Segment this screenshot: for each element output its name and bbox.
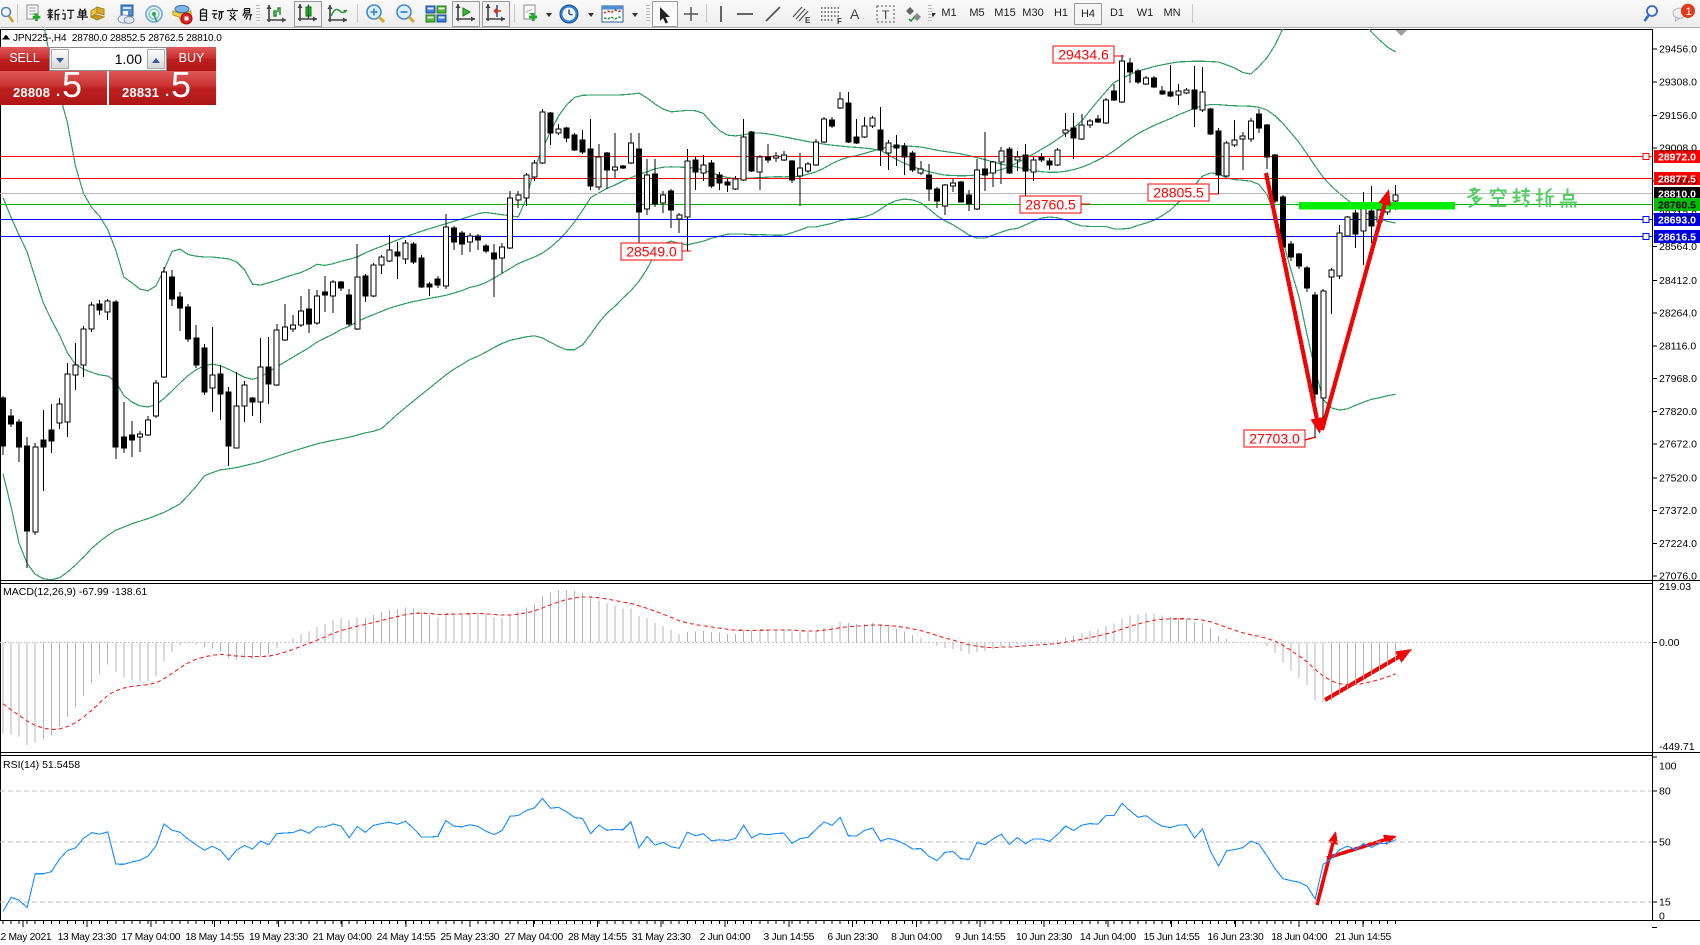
- svg-text:28116.0: 28116.0: [1659, 340, 1696, 352]
- svg-text:0: 0: [1659, 911, 1665, 923]
- svg-text:31 May 23:30: 31 May 23:30: [632, 932, 691, 943]
- svg-text:15 Jun 14:55: 15 Jun 14:55: [1144, 932, 1201, 943]
- svg-text:28616.5: 28616.5: [1658, 232, 1696, 244]
- svg-text:27968.0: 27968.0: [1659, 373, 1697, 385]
- svg-text:28877.5: 28877.5: [1658, 174, 1696, 186]
- svg-text:27520.0: 27520.0: [1659, 472, 1697, 484]
- svg-text:28712.0: 28712.0: [1659, 208, 1697, 220]
- svg-text:1: 1: [1686, 6, 1692, 18]
- svg-text:T: T: [882, 8, 890, 22]
- svg-text:28412.0: 28412.0: [1659, 275, 1697, 287]
- svg-text:80: 80: [1659, 786, 1671, 798]
- svg-text:28760.5: 28760.5: [1658, 200, 1696, 212]
- svg-text:3 Jun 14:55: 3 Jun 14:55: [764, 932, 815, 943]
- svg-text:15: 15: [1659, 897, 1671, 909]
- svg-text:RSI(14) 51.5458: RSI(14) 51.5458: [3, 759, 80, 771]
- svg-text:28972.0: 28972.0: [1658, 152, 1696, 164]
- svg-text:F: F: [837, 17, 842, 25]
- svg-text:29434.6: 29434.6: [1058, 47, 1109, 63]
- svg-text:29156.0: 29156.0: [1659, 110, 1697, 122]
- svg-text:18 May 14:55: 18 May 14:55: [185, 932, 244, 943]
- svg-text:27 May 04:00: 27 May 04:00: [504, 932, 563, 943]
- svg-text:100: 100: [1659, 761, 1677, 773]
- svg-text:2 Jun 04:00: 2 Jun 04:00: [700, 932, 751, 943]
- svg-text:28693.0: 28693.0: [1658, 215, 1696, 227]
- svg-text:13 May 23:30: 13 May 23:30: [58, 932, 117, 943]
- svg-text:12 May 2021: 12 May 2021: [0, 932, 52, 943]
- svg-text:28760.5: 28760.5: [1025, 197, 1076, 213]
- svg-text:10 Jun 23:30: 10 Jun 23:30: [1016, 932, 1073, 943]
- svg-text:21 Jun 14:55: 21 Jun 14:55: [1335, 932, 1392, 943]
- svg-text:27372.0: 27372.0: [1659, 505, 1697, 517]
- svg-text:29008.0: 29008.0: [1659, 143, 1697, 155]
- svg-text:0.00: 0.00: [1659, 637, 1680, 649]
- svg-text:28 May 14:55: 28 May 14:55: [568, 932, 627, 943]
- svg-text:50: 50: [1659, 837, 1671, 849]
- svg-text:JPN225-,H4 28780.0 28852.5 28: JPN225-,H4 28780.0 28852.5 28762.5 28810…: [13, 33, 222, 44]
- svg-text:21 May 04:00: 21 May 04:00: [313, 932, 372, 943]
- svg-text:18 Jun 04:00: 18 Jun 04:00: [1271, 932, 1328, 943]
- svg-text:29308.0: 29308.0: [1659, 76, 1697, 88]
- svg-text:17 May 04:00: 17 May 04:00: [121, 932, 180, 943]
- svg-text:28860.0: 28860.0: [1659, 176, 1697, 188]
- svg-text:E: E: [805, 16, 811, 25]
- svg-text:19 May 23:30: 19 May 23:30: [249, 932, 308, 943]
- svg-text:28564.0: 28564.0: [1659, 241, 1697, 253]
- svg-text:27820.0: 27820.0: [1659, 406, 1697, 418]
- svg-text:28264.0: 28264.0: [1659, 308, 1697, 320]
- svg-text:6 Jun 23:30: 6 Jun 23:30: [827, 932, 878, 943]
- svg-text:27076.0: 27076.0: [1659, 571, 1697, 583]
- svg-text:219.03: 219.03: [1659, 581, 1691, 593]
- svg-text:16 Jun 23:30: 16 Jun 23:30: [1207, 932, 1264, 943]
- svg-text:24 May 14:55: 24 May 14:55: [377, 932, 436, 943]
- svg-text:27672.0: 27672.0: [1659, 439, 1697, 451]
- svg-text:14 Jun 04:00: 14 Jun 04:00: [1080, 932, 1137, 943]
- svg-text:28805.5: 28805.5: [1153, 185, 1204, 201]
- svg-text:27703.0: 27703.0: [1249, 431, 1300, 447]
- svg-text:MACD(12,26,9) -67.99 -138.61: MACD(12,26,9) -67.99 -138.61: [3, 586, 147, 598]
- svg-text:25 May 23:30: 25 May 23:30: [440, 932, 499, 943]
- svg-text:8 Jun 04:00: 8 Jun 04:00: [891, 932, 942, 943]
- svg-text:28810.0: 28810.0: [1658, 189, 1696, 201]
- svg-text:27224.0: 27224.0: [1659, 538, 1697, 550]
- svg-text:-449.71: -449.71: [1659, 741, 1695, 753]
- svg-text:28549.0: 28549.0: [626, 244, 677, 260]
- svg-text:9 Jun 14:55: 9 Jun 14:55: [955, 932, 1006, 943]
- svg-text:29456.0: 29456.0: [1659, 44, 1697, 56]
